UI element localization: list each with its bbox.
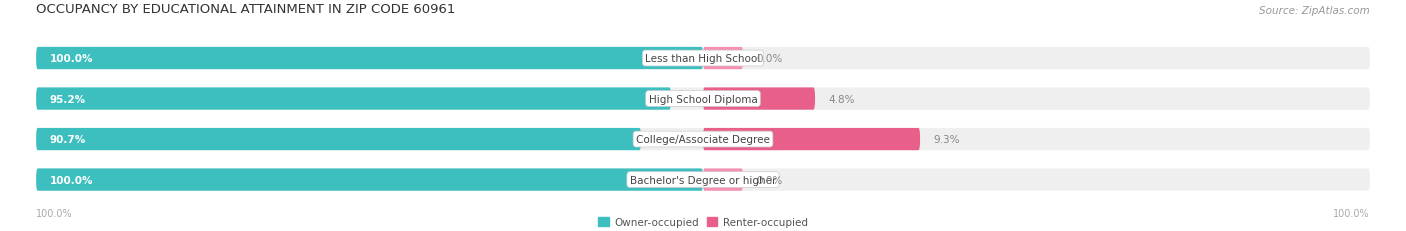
Text: College/Associate Degree: College/Associate Degree <box>636 134 770 144</box>
FancyBboxPatch shape <box>37 169 703 191</box>
FancyBboxPatch shape <box>37 88 1369 110</box>
FancyBboxPatch shape <box>37 169 1369 191</box>
Text: Less than High School: Less than High School <box>645 54 761 64</box>
FancyBboxPatch shape <box>37 128 641 151</box>
Text: 0.0%: 0.0% <box>756 54 783 64</box>
Text: High School Diploma: High School Diploma <box>648 94 758 104</box>
FancyBboxPatch shape <box>37 128 1369 151</box>
FancyBboxPatch shape <box>703 48 742 70</box>
Text: 95.2%: 95.2% <box>49 94 86 104</box>
Text: 100.0%: 100.0% <box>49 175 93 185</box>
FancyBboxPatch shape <box>37 48 1369 70</box>
Text: 90.7%: 90.7% <box>49 134 86 144</box>
Legend: Owner-occupied, Renter-occupied: Owner-occupied, Renter-occupied <box>595 213 811 231</box>
Text: 100.0%: 100.0% <box>1333 208 1369 218</box>
Text: OCCUPANCY BY EDUCATIONAL ATTAINMENT IN ZIP CODE 60961: OCCUPANCY BY EDUCATIONAL ATTAINMENT IN Z… <box>37 3 456 16</box>
Text: 100.0%: 100.0% <box>49 54 93 64</box>
Text: Source: ZipAtlas.com: Source: ZipAtlas.com <box>1260 6 1369 16</box>
Text: 0.0%: 0.0% <box>756 175 783 185</box>
FancyBboxPatch shape <box>703 128 920 151</box>
Text: 9.3%: 9.3% <box>934 134 960 144</box>
FancyBboxPatch shape <box>37 48 703 70</box>
FancyBboxPatch shape <box>703 169 742 191</box>
FancyBboxPatch shape <box>703 88 815 110</box>
Text: Bachelor's Degree or higher: Bachelor's Degree or higher <box>630 175 776 185</box>
Text: 4.8%: 4.8% <box>828 94 855 104</box>
FancyBboxPatch shape <box>37 88 671 110</box>
Text: 100.0%: 100.0% <box>37 208 73 218</box>
